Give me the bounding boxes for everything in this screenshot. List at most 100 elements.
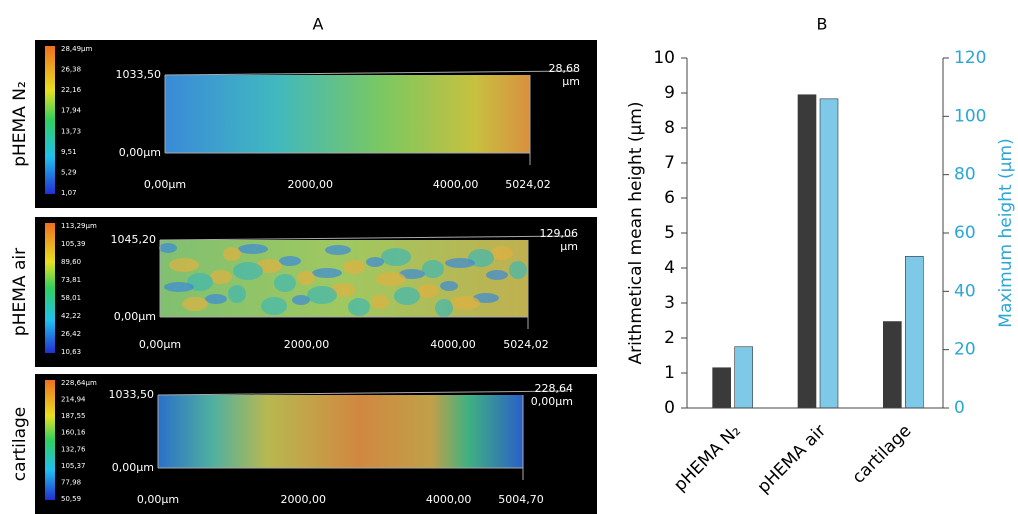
height-map-blob (440, 281, 458, 291)
x-label: 2000,00 (288, 178, 334, 191)
z-label: 129,06 (540, 227, 579, 240)
y-label: 1033,50 (109, 388, 155, 401)
height-map-blob (509, 261, 527, 279)
height-map-blob (435, 299, 453, 317)
color-scale (45, 223, 55, 353)
z-label: 28,68 (549, 62, 581, 75)
y-tick-label: 9 (664, 83, 675, 103)
x-tick-label: pHEMA air (754, 421, 830, 497)
panel-label: A (313, 15, 324, 34)
height-map-blob (210, 270, 232, 284)
x-label: 5024,02 (505, 178, 551, 191)
height-map-blob (473, 293, 499, 303)
y2-tick-label: 100 (954, 106, 986, 126)
scale-label: 10,63 (61, 348, 81, 356)
y-tick-label: 7 (664, 153, 675, 173)
height-map-blob (279, 256, 301, 266)
height-map-blob (445, 258, 475, 268)
y-axis-label: Arithmetical mean height (µm) (626, 102, 646, 365)
x-label: 4000,00 (426, 493, 472, 506)
y2-tick-label: 0 (954, 398, 965, 418)
axis-line (164, 70, 576, 76)
height-map-blob (376, 272, 406, 286)
x-label: 5024,02 (503, 338, 549, 351)
height-map-blob (366, 257, 384, 267)
y2-axis-label: Maximum height (µm) (996, 138, 1016, 327)
x-label: 0,00µm (139, 338, 181, 351)
y-tick-label: 2 (664, 328, 675, 348)
height-map-blob (182, 297, 208, 311)
height-map (165, 75, 530, 153)
y-label: 0,00µm (112, 461, 154, 474)
height-map-blob (491, 246, 513, 260)
scale-label: 73,81 (61, 276, 81, 284)
scale-label: 105,37 (61, 462, 86, 470)
y-label: 1033,50 (116, 68, 162, 81)
y-label: 1045,20 (111, 233, 157, 246)
y-tick-label: 10 (653, 48, 675, 68)
color-scale (45, 380, 55, 500)
scale-label: 22,16 (61, 86, 82, 94)
bar (797, 94, 817, 409)
height-map-blob (261, 297, 287, 315)
scale-label: 228,64µm (61, 379, 97, 387)
height-map (158, 395, 523, 468)
scale-label: 132,76 (61, 445, 86, 453)
chart-title: B (817, 15, 828, 34)
x-label: 0,00µm (144, 178, 186, 191)
scale-label: 1,07 (61, 189, 77, 197)
height-map-blob (233, 262, 263, 280)
x-label: 0,00µm (137, 493, 179, 506)
z-label: µm (562, 75, 580, 88)
row-label: cartilage (10, 407, 30, 482)
scale-label: 89,60 (61, 258, 81, 266)
y-tick-label: 0 (664, 398, 675, 418)
y-tick-label: 4 (664, 258, 675, 278)
height-map-blob (223, 247, 241, 261)
x-tick-label: cartilage (849, 421, 916, 488)
scale-label: 187,55 (61, 412, 86, 420)
height-map-blob (381, 248, 411, 266)
height-map-blob (238, 244, 268, 254)
x-label: 5004,70 (498, 493, 544, 506)
row-label: pHEMA N₂ (10, 81, 30, 167)
height-map-blob (371, 295, 389, 309)
bar (905, 256, 924, 409)
y-label: 0,00µm (119, 146, 161, 159)
scale-label: 28,49µm (61, 45, 92, 53)
y2-tick-label: 60 (954, 223, 976, 243)
height-map-blob (205, 294, 227, 304)
y-tick-label: 1 (664, 363, 675, 383)
height-map-blob (312, 268, 342, 278)
height-map-blob (292, 295, 310, 305)
height-map-blob (228, 285, 246, 303)
y2-tick-label: 120 (954, 48, 986, 68)
scale-label: 113,29µm (61, 222, 97, 230)
height-map-blob (394, 287, 420, 305)
y-tick-label: 8 (664, 118, 675, 138)
height-map-blob (450, 296, 480, 310)
scale-label: 58,01 (61, 294, 81, 302)
height-map-blob (486, 270, 508, 280)
scale-label: 26,42 (61, 330, 81, 338)
y-tick-label: 6 (664, 188, 675, 208)
bar (819, 98, 839, 409)
scale-label: 214,94 (61, 396, 86, 404)
scale-label: 105,39 (61, 240, 86, 248)
height-map-blob (343, 260, 365, 274)
y2-tick-label: 40 (954, 281, 976, 301)
z-label: µm (560, 240, 578, 253)
scale-label: 50,59 (61, 495, 81, 503)
color-scale (45, 46, 55, 194)
scale-label: 13,73 (61, 127, 81, 135)
bar (734, 346, 753, 409)
scale-label: 160,16 (61, 429, 86, 437)
height-map-blob (417, 284, 439, 298)
height-map-blob (164, 282, 194, 292)
scale-label: 77,98 (61, 478, 81, 486)
x-label: 2000,00 (284, 338, 330, 351)
scale-label: 5,29 (61, 168, 77, 176)
y-label: 0,00µm (114, 310, 156, 323)
